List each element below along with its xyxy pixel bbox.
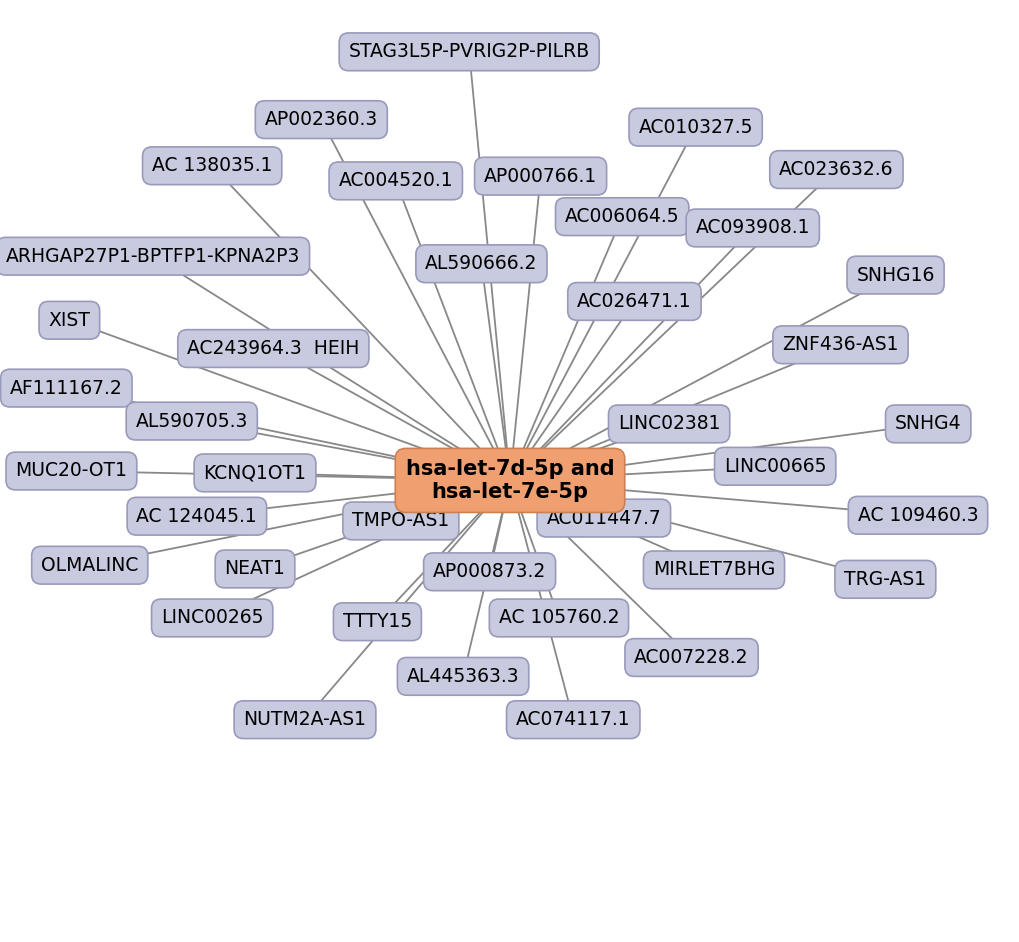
Text: NUTM2A-AS1: NUTM2A-AS1 [244, 710, 366, 729]
Text: AC011447.7: AC011447.7 [546, 509, 660, 528]
Text: AC026471.1: AC026471.1 [577, 292, 691, 311]
Text: ZNF436-AS1: ZNF436-AS1 [782, 335, 898, 354]
Text: AC010327.5: AC010327.5 [638, 118, 752, 137]
Text: AC 124045.1: AC 124045.1 [137, 507, 257, 526]
Text: AP000766.1: AP000766.1 [483, 167, 597, 186]
Text: SNHG4: SNHG4 [894, 414, 961, 433]
Text: TRG-AS1: TRG-AS1 [844, 570, 925, 589]
Text: SNHG16: SNHG16 [856, 266, 933, 284]
Text: MIRLET7BHG: MIRLET7BHG [652, 560, 774, 579]
Text: AP002360.3: AP002360.3 [264, 110, 378, 129]
Text: AL590705.3: AL590705.3 [136, 412, 248, 430]
Text: AC007228.2: AC007228.2 [634, 648, 748, 667]
Text: MUC20-OT1: MUC20-OT1 [15, 462, 127, 480]
Text: AC 138035.1: AC 138035.1 [152, 156, 272, 175]
Text: AC243964.3  HEIH: AC243964.3 HEIH [187, 339, 359, 358]
Text: XIST: XIST [48, 311, 91, 330]
Text: AL590666.2: AL590666.2 [425, 254, 537, 273]
Text: NEAT1: NEAT1 [224, 560, 285, 578]
Text: TMPO-AS1: TMPO-AS1 [352, 512, 449, 530]
Text: OLMALINC: OLMALINC [41, 556, 139, 575]
Text: AC 109460.3: AC 109460.3 [857, 506, 977, 525]
Text: LINC00665: LINC00665 [723, 457, 825, 476]
Text: AC093908.1: AC093908.1 [695, 219, 809, 237]
Text: AP000873.2: AP000873.2 [432, 562, 546, 581]
Text: AC004520.1: AC004520.1 [338, 171, 452, 190]
Text: ARHGAP27P1-BPTFP1-KPNA2P3: ARHGAP27P1-BPTFP1-KPNA2P3 [6, 247, 300, 266]
Text: AL445363.3: AL445363.3 [407, 667, 519, 686]
Text: STAG3L5P-PVRIG2P-PILRB: STAG3L5P-PVRIG2P-PILRB [348, 42, 589, 61]
Text: LINC02381: LINC02381 [618, 414, 719, 433]
Text: AC074117.1: AC074117.1 [516, 710, 630, 729]
Text: hsa-let-7d-5p and
hsa-let-7e-5p: hsa-let-7d-5p and hsa-let-7e-5p [406, 459, 613, 502]
Text: AC006064.5: AC006064.5 [565, 207, 679, 226]
Text: AF111167.2: AF111167.2 [10, 379, 122, 398]
Text: LINC00265: LINC00265 [161, 609, 263, 627]
Text: AC 105760.2: AC 105760.2 [498, 609, 619, 627]
Text: KCNQ1OT1: KCNQ1OT1 [204, 463, 306, 482]
Text: AC023632.6: AC023632.6 [779, 160, 893, 179]
Text: TTTY15: TTTY15 [342, 612, 412, 631]
